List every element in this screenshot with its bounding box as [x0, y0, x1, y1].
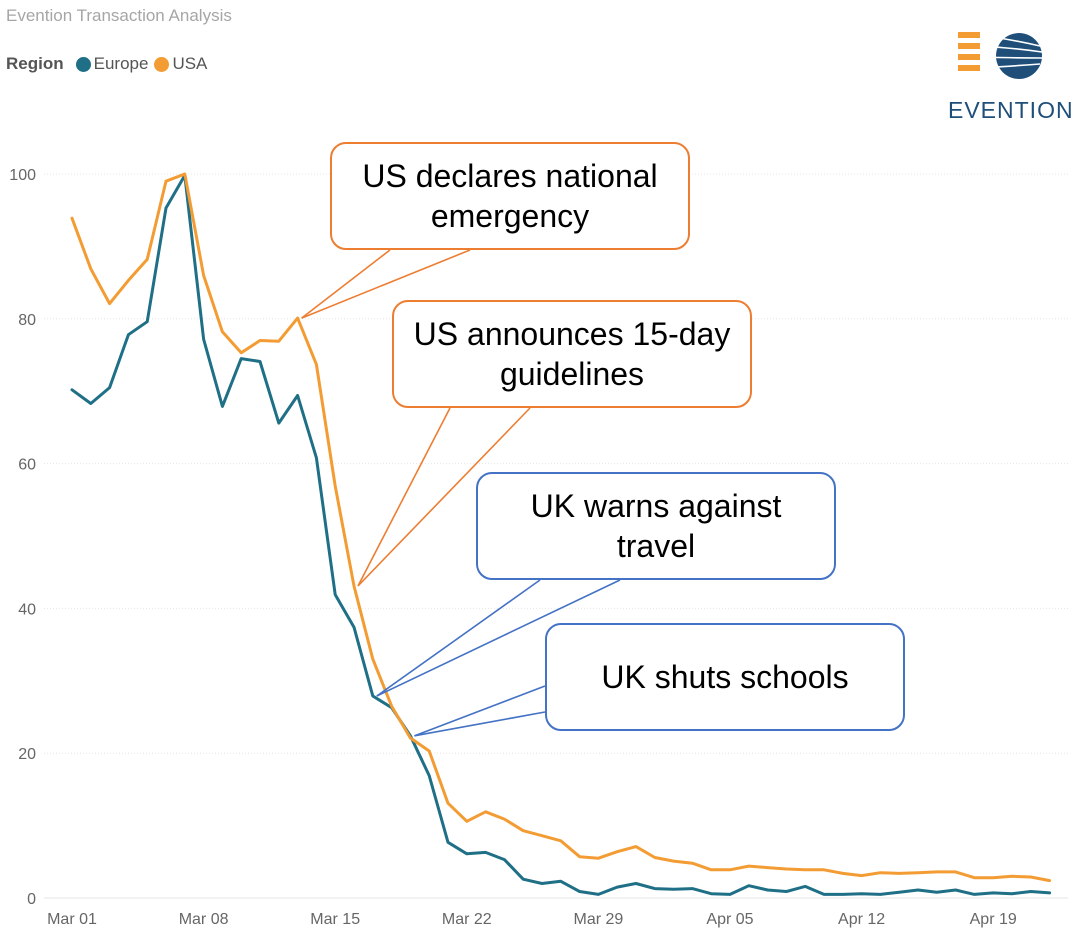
callout-uk-warns-travel: UK warns against travel	[476, 472, 836, 580]
logo-text: EVENTION	[948, 97, 1074, 123]
series-line-usa	[70, 172, 1052, 883]
legend-item-europe[interactable]: Europe	[75, 54, 149, 74]
callout-15-day-guidelines: US announces 15-day guidelines	[392, 300, 752, 408]
legend-label-usa: USA	[172, 54, 208, 73]
x-tick-label: Mar 22	[442, 911, 492, 928]
y-tick-label: 40	[18, 601, 36, 618]
callout-pointer	[357, 407, 451, 587]
y-tick-label: 100	[9, 167, 36, 184]
series-line-europe	[70, 173, 1052, 896]
callout-pointer	[376, 579, 621, 697]
callout-pointer	[301, 249, 391, 319]
evention-logo-icon	[958, 32, 1043, 79]
callout-uk-shuts-schools: UK shuts schools	[545, 623, 905, 731]
legend-dot-europe	[75, 56, 91, 72]
callout-pointer	[301, 249, 471, 319]
x-tick-label: Mar 15	[310, 911, 360, 928]
legend-label-europe: Europe	[93, 54, 149, 73]
y-tick-label: 0	[27, 891, 36, 908]
x-tick-label: Apr 12	[838, 911, 885, 928]
y-tick-label: 20	[18, 746, 36, 763]
callout-pointer	[376, 579, 541, 697]
callout-pointer	[414, 685, 546, 737]
legend-title: Region	[6, 54, 64, 73]
x-tick-label: Mar 29	[574, 911, 624, 928]
legend: Region Europe USA	[6, 54, 213, 74]
x-tick-label: Mar 08	[179, 911, 229, 928]
y-tick-label: 60	[18, 457, 36, 474]
x-tick-label: Apr 05	[706, 911, 753, 928]
callout-national-emergency: US declares national emergency	[330, 142, 690, 250]
y-tick-label: 80	[18, 312, 36, 329]
callout-pointer	[357, 407, 531, 587]
legend-item-usa[interactable]: USA	[154, 54, 207, 74]
x-tick-label: Apr 19	[970, 911, 1017, 928]
callout-pointer	[414, 711, 546, 737]
legend-dot-usa	[154, 56, 170, 72]
x-tick-label: Mar 01	[47, 911, 97, 928]
chart-title: Evention Transaction Analysis	[6, 6, 232, 25]
